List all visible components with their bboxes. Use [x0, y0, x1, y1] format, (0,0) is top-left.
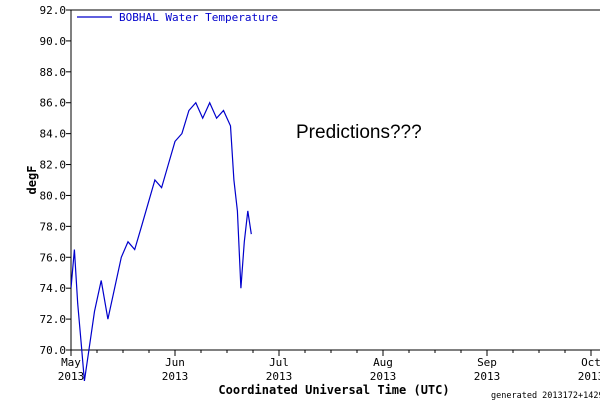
- x-axis-label: Coordinated Universal Time (UTC): [218, 383, 449, 397]
- x-tick-label-year: 2013: [162, 370, 189, 383]
- x-tick-label-year: 2013: [266, 370, 293, 383]
- y-tick-label: 84.0: [40, 128, 67, 141]
- x-tick-label-month: Jun: [165, 356, 185, 369]
- y-tick-label: 74.0: [40, 282, 67, 295]
- y-tick-label: 92.0: [40, 4, 67, 17]
- x-tick-label-month: Sep: [477, 356, 497, 369]
- x-tick-label-month: Aug: [373, 356, 393, 369]
- generated-stamp: generated 2013172+1429: [491, 391, 600, 400]
- annotation-text: Predictions???: [296, 122, 422, 143]
- plot-frame: [70, 9, 600, 351]
- y-tick-label: 70.0: [40, 344, 67, 357]
- y-tick-label: 76.0: [40, 251, 67, 264]
- y-axis-label: degF: [25, 166, 39, 195]
- y-tick-label: 80.0: [40, 189, 67, 202]
- x-tick-label-year: 2013: [58, 370, 85, 383]
- y-tick-label: 90.0: [40, 35, 67, 48]
- legend: BOBHAL Water Temperature: [77, 11, 278, 24]
- x-tick-label-year: 2013: [578, 370, 600, 383]
- y-tick-label: 78.0: [40, 220, 67, 233]
- y-tick-label: 72.0: [40, 313, 67, 326]
- y-tick-label: 82.0: [40, 159, 67, 172]
- y-axis: 70.0 72.0 74.0 76.0 78.0 80.0 82.0 84.0 86.0 88.0…: [40, 4, 71, 357]
- x-tick-label-year: 2013: [370, 370, 397, 383]
- x-tick-label-month: Oct: [581, 356, 600, 369]
- x-tick-label-month: Jul: [269, 356, 289, 369]
- x-tick-label-month: May: [61, 356, 81, 369]
- y-tick-label: 88.0: [40, 66, 67, 79]
- y-tick-label: 86.0: [40, 97, 67, 110]
- x-axis: May2013Jun2013Jul2013Aug2013Sep2013Oct20…: [58, 350, 600, 383]
- x-tick-label-year: 2013: [474, 370, 501, 383]
- legend-label: BOBHAL Water Temperature: [119, 11, 278, 24]
- series-line-water-temperature: [71, 101, 252, 381]
